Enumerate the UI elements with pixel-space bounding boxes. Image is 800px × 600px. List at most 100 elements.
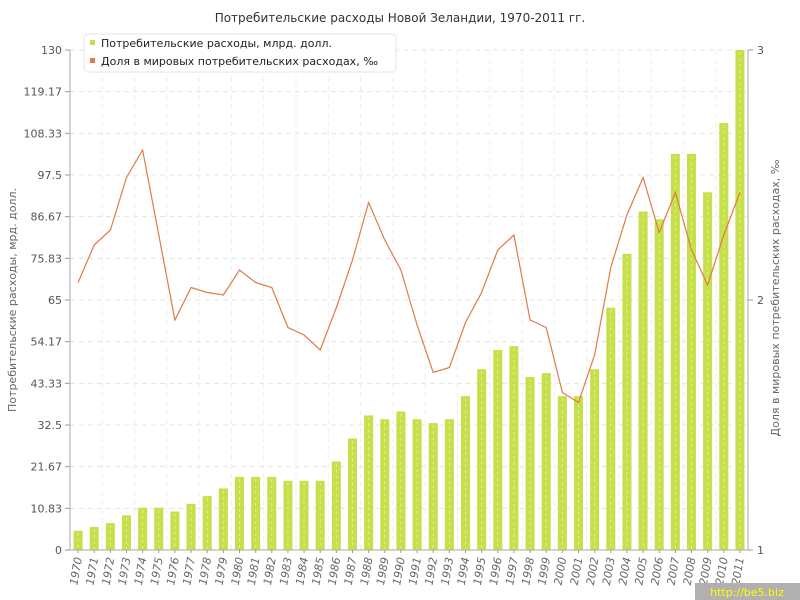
bar[interactable] (638, 211, 648, 551)
x-tick-label: 1979 (213, 556, 231, 586)
watermark-bg (695, 583, 800, 600)
bar[interactable] (364, 415, 374, 550)
y-tick-label: 97.5 (38, 169, 63, 182)
bar[interactable] (654, 219, 664, 550)
bar[interactable] (573, 396, 584, 550)
x-tick-label: 1997 (503, 556, 521, 586)
bar[interactable] (557, 396, 567, 550)
share-line[interactable] (77, 148, 741, 404)
bar[interactable] (105, 523, 115, 550)
bar[interactable] (315, 480, 325, 550)
x-tick-label: 2009 (697, 556, 715, 586)
x-tick-label: 1999 (536, 556, 554, 586)
bar[interactable] (622, 253, 632, 550)
x-tick-label: 2003 (600, 556, 618, 586)
legend-label-line: Доля в мировых потребительских расходах,… (101, 55, 378, 68)
legend-label-bars: Потребительские расходы, млрд. долл. (101, 37, 332, 50)
x-tick-label: 1971 (84, 556, 102, 586)
bar[interactable] (331, 461, 341, 550)
bar[interactable] (396, 411, 406, 550)
bar[interactable] (735, 50, 745, 550)
bar[interactable] (590, 369, 600, 550)
x-tick-label: 1984 (293, 556, 311, 586)
bar[interactable] (460, 396, 471, 550)
legend: Потребительские расходы, млрд. долл. Дол… (83, 33, 397, 73)
bar[interactable] (493, 350, 503, 550)
x-tick-label: 1983 (277, 556, 295, 586)
x-tick-label: 1991 (406, 556, 424, 586)
y2-tick-label: 2 (757, 294, 764, 307)
y-tick-label: 43.33 (31, 377, 63, 390)
x-tick-label: 2001 (568, 556, 586, 586)
x-tick-label: 1970 (67, 556, 85, 586)
legend-swatch-line (90, 58, 95, 63)
bar[interactable] (73, 530, 83, 550)
bar[interactable] (267, 476, 277, 550)
bar[interactable] (380, 419, 390, 550)
right-axis-ticks: 1 2 3 (748, 44, 764, 557)
x-tick-label: 1981 (245, 556, 263, 586)
y-tick-label: 21.67 (31, 461, 63, 474)
bar[interactable] (444, 419, 454, 550)
line-series (77, 148, 741, 404)
bar[interactable] (541, 373, 551, 550)
x-tick-label: 1990 (390, 556, 408, 586)
x-tick-label: 2007 (665, 556, 683, 586)
bar[interactable] (719, 123, 729, 551)
x-tick-label: 1974 (132, 556, 150, 586)
bar[interactable] (428, 423, 438, 550)
x-tick-label: 1998 (519, 556, 537, 586)
x-tick-label: 2005 (632, 556, 650, 586)
bar[interactable] (670, 153, 680, 550)
x-tick-label: 1972 (100, 556, 118, 586)
x-tick-label: 2010 (713, 556, 731, 586)
bar[interactable] (703, 192, 713, 551)
bar[interactable] (170, 511, 180, 550)
x-tick-label: 1995 (471, 556, 489, 586)
x-tick-label: 1973 (116, 556, 134, 586)
x-tick-label: 2002 (584, 556, 602, 586)
bar[interactable] (218, 488, 228, 550)
y-tick-label: 32.5 (38, 419, 63, 432)
bar[interactable] (251, 476, 261, 550)
y-tick-label: 0 (55, 544, 62, 557)
bar[interactable] (89, 526, 99, 550)
bar[interactable] (202, 496, 212, 550)
x-tick-label: 1980 (229, 556, 247, 586)
bar[interactable] (347, 438, 358, 550)
bar[interactable] (686, 153, 697, 550)
bar[interactable] (477, 369, 487, 550)
bar[interactable] (412, 419, 422, 550)
x-tick-label: 2008 (681, 556, 699, 586)
x-tick-label: 1977 (180, 556, 198, 586)
y-tick-label: 10.83 (31, 502, 63, 515)
y2-tick-label: 3 (757, 44, 764, 57)
x-tick-label: 1996 (487, 556, 505, 586)
x-tick-label: 1992 (423, 556, 441, 586)
bar[interactable] (154, 507, 164, 550)
left-axis-ticks: 0 10.83 21.67 32.5 43.33 54.17 65 75.83 86.67 97.… (24, 44, 63, 557)
bar[interactable] (283, 480, 293, 550)
bar[interactable] (606, 307, 616, 550)
watermark-link[interactable]: http://be5.biz (710, 586, 784, 599)
x-tick-label: 1988 (358, 556, 376, 586)
bar[interactable] (121, 515, 132, 550)
y-axis-label: Потребительские расходы, мрд. долл. (6, 188, 19, 412)
x-tick-label: 1975 (148, 556, 166, 586)
y2-axis-label: Доля в мировых потребительских расходах,… (769, 159, 782, 436)
bar[interactable] (299, 480, 309, 550)
bar[interactable] (138, 507, 148, 550)
y-tick-label: 54.17 (31, 336, 63, 349)
bar[interactable] (186, 503, 196, 550)
x-tick-label: 1978 (197, 556, 215, 586)
bar[interactable] (525, 376, 535, 550)
y-tick-label: 75.83 (31, 252, 63, 265)
bar[interactable] (234, 476, 245, 550)
y-tick-label: 119.17 (24, 86, 63, 99)
x-axis-ticks: 1970197119721973197419751976197719781979… (67, 550, 747, 586)
y2-tick-label: 1 (757, 544, 764, 557)
legend-swatch-bars (90, 40, 95, 45)
x-tick-label: 2011 (729, 556, 747, 586)
bar[interactable] (509, 346, 519, 550)
watermark[interactable]: http://be5.biz (695, 583, 800, 600)
